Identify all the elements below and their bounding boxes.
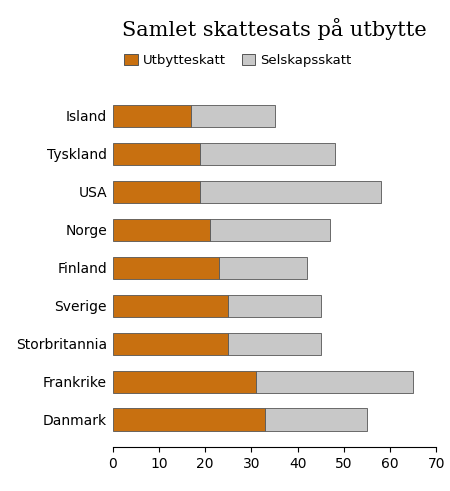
Legend: Utbytteskatt, Selskapsskatt: Utbytteskatt, Selskapsskatt: [119, 49, 357, 72]
Bar: [210, 218, 330, 241]
Bar: [112, 218, 210, 241]
Bar: [219, 257, 307, 278]
Bar: [112, 295, 228, 317]
Bar: [112, 105, 191, 127]
Bar: [256, 371, 414, 392]
Bar: [228, 332, 321, 355]
Title: Samlet skattesats på utbytte: Samlet skattesats på utbytte: [122, 18, 427, 40]
Bar: [112, 332, 228, 355]
Bar: [228, 295, 321, 317]
Bar: [112, 371, 256, 392]
Bar: [191, 105, 274, 127]
Bar: [112, 409, 265, 431]
Bar: [200, 181, 381, 203]
Bar: [112, 181, 200, 203]
Bar: [265, 409, 367, 431]
Bar: [200, 143, 335, 164]
Bar: [112, 143, 200, 164]
Bar: [112, 257, 219, 278]
